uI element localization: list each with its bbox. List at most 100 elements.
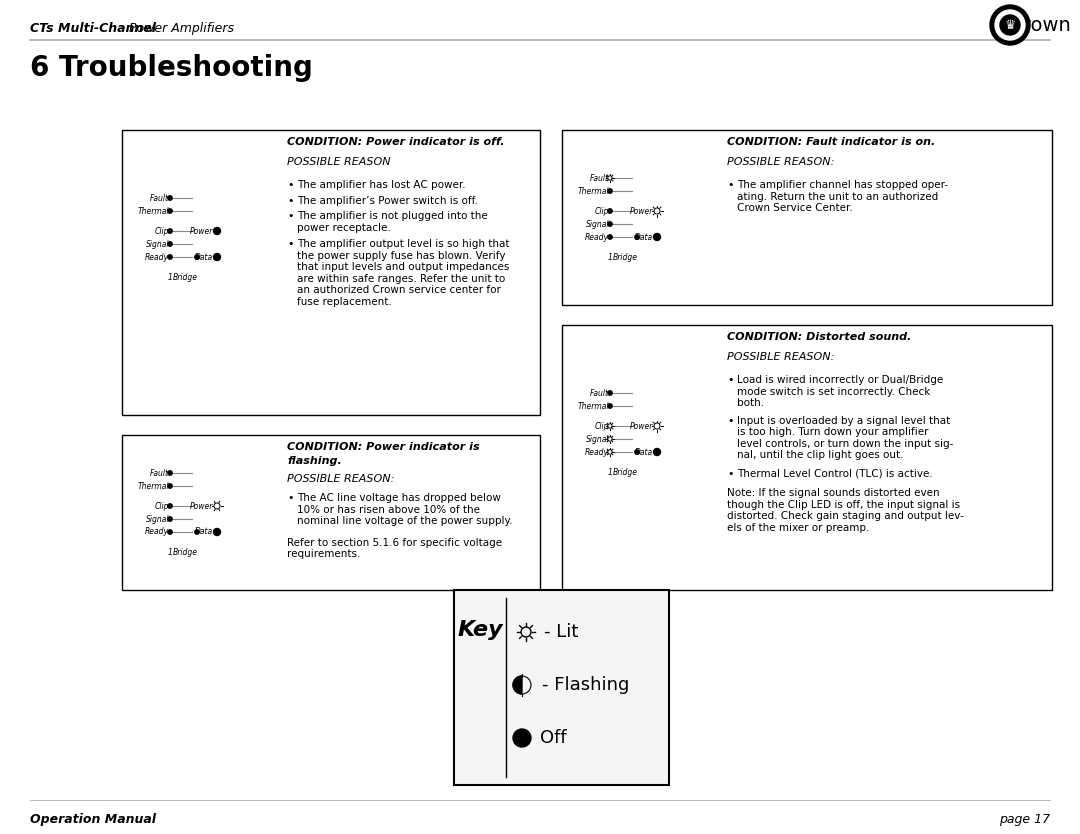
Circle shape xyxy=(214,254,220,260)
Circle shape xyxy=(635,235,639,239)
Circle shape xyxy=(608,208,612,214)
Text: 1: 1 xyxy=(167,273,173,282)
Text: Data: Data xyxy=(635,448,653,456)
Text: The amplifier’s Power switch is off.: The amplifier’s Power switch is off. xyxy=(297,195,478,205)
Text: The amplifier channel has stopped oper-
ating. Return the unit to an authorized
: The amplifier channel has stopped oper- … xyxy=(737,180,948,214)
Text: Signal: Signal xyxy=(146,239,168,249)
Text: Key: Key xyxy=(457,620,503,640)
Text: Thermal: Thermal xyxy=(137,207,168,215)
Text: Data: Data xyxy=(194,527,213,536)
Text: Thermal Level Control (TLC) is active.: Thermal Level Control (TLC) is active. xyxy=(737,469,933,479)
Text: POSSIBLE REASON:: POSSIBLE REASON: xyxy=(287,474,394,484)
Text: CTs Multi-Channel: CTs Multi-Channel xyxy=(30,22,156,34)
Circle shape xyxy=(214,228,220,234)
Text: Clip: Clip xyxy=(154,227,168,235)
Text: The amplifier has lost AC power.: The amplifier has lost AC power. xyxy=(297,180,465,190)
FancyBboxPatch shape xyxy=(454,590,669,785)
Text: Ready: Ready xyxy=(145,527,168,536)
Circle shape xyxy=(1000,15,1020,35)
Text: crown: crown xyxy=(1013,16,1071,34)
Circle shape xyxy=(167,484,172,488)
Text: The amplifier output level is so high that
the power supply fuse has blown. Veri: The amplifier output level is so high th… xyxy=(297,239,510,307)
Circle shape xyxy=(653,234,661,240)
Text: Power: Power xyxy=(630,421,653,430)
Text: POSSIBLE REASON: POSSIBLE REASON xyxy=(287,157,391,167)
Text: Bridge: Bridge xyxy=(612,468,637,477)
Circle shape xyxy=(653,449,661,455)
Text: Fault: Fault xyxy=(150,469,168,478)
Text: •: • xyxy=(287,180,294,190)
Circle shape xyxy=(608,235,612,239)
FancyBboxPatch shape xyxy=(562,130,1052,305)
Text: The amplifier is not plugged into the
power receptacle.: The amplifier is not plugged into the po… xyxy=(297,211,488,233)
Text: 1: 1 xyxy=(608,468,612,477)
Text: Signal: Signal xyxy=(146,515,168,524)
Text: Refer to section 5.1.6 for specific voltage
requirements.: Refer to section 5.1.6 for specific volt… xyxy=(287,537,502,559)
Text: CONDITION: Power indicator is off.: CONDITION: Power indicator is off. xyxy=(287,137,504,147)
Text: POSSIBLE REASON:: POSSIBLE REASON: xyxy=(727,352,835,362)
Text: Thermal: Thermal xyxy=(137,481,168,490)
Circle shape xyxy=(990,5,1030,45)
Text: Clip: Clip xyxy=(594,207,609,215)
Text: - Lit: - Lit xyxy=(544,623,579,641)
Text: POSSIBLE REASON:: POSSIBLE REASON: xyxy=(727,157,835,167)
Text: - Flashing: - Flashing xyxy=(542,676,630,694)
Text: Power: Power xyxy=(190,227,213,235)
Text: Thermal: Thermal xyxy=(578,401,609,410)
Text: Signal: Signal xyxy=(585,219,609,229)
Text: Power: Power xyxy=(190,501,213,510)
FancyBboxPatch shape xyxy=(122,130,540,415)
Text: CONDITION: Fault indicator is on.: CONDITION: Fault indicator is on. xyxy=(727,137,935,147)
Circle shape xyxy=(608,188,612,193)
Text: Ready: Ready xyxy=(145,253,168,262)
Circle shape xyxy=(608,222,612,226)
Text: •: • xyxy=(727,415,733,425)
Text: CONDITION: Distorted sound.: CONDITION: Distorted sound. xyxy=(727,332,912,342)
Text: flashing.: flashing. xyxy=(287,456,341,466)
Text: 1: 1 xyxy=(608,253,612,262)
Text: Ready: Ready xyxy=(585,233,609,242)
Text: •: • xyxy=(287,493,294,503)
Text: Data: Data xyxy=(635,233,653,242)
Text: •: • xyxy=(287,239,294,249)
Text: Note: If the signal sounds distorted even
though the Clip LED is off, the input : Note: If the signal sounds distorted eve… xyxy=(727,488,963,533)
Text: Fault: Fault xyxy=(590,389,609,398)
Circle shape xyxy=(167,229,172,234)
FancyBboxPatch shape xyxy=(562,325,1052,590)
Text: Thermal: Thermal xyxy=(578,187,609,195)
Wedge shape xyxy=(513,676,522,694)
Circle shape xyxy=(194,530,199,535)
Text: ♛: ♛ xyxy=(1004,18,1015,32)
Text: Load is wired incorrectly or Dual/Bridge
mode switch is set incorrectly. Check
b: Load is wired incorrectly or Dual/Bridge… xyxy=(737,375,943,408)
Text: Power Amplifiers: Power Amplifiers xyxy=(125,22,234,34)
Text: Bridge: Bridge xyxy=(173,548,198,557)
Text: Clip: Clip xyxy=(154,501,168,510)
Text: Signal: Signal xyxy=(585,435,609,444)
Text: 6 Troubleshooting: 6 Troubleshooting xyxy=(30,54,313,82)
Text: Fault: Fault xyxy=(150,193,168,203)
Circle shape xyxy=(167,208,172,214)
Circle shape xyxy=(167,530,172,535)
Text: CONDITION: Power indicator is: CONDITION: Power indicator is xyxy=(287,442,480,452)
Text: Operation Manual: Operation Manual xyxy=(30,813,156,826)
Circle shape xyxy=(167,471,172,475)
Circle shape xyxy=(608,404,612,408)
Text: Power: Power xyxy=(630,207,653,215)
Text: •: • xyxy=(727,469,733,479)
Circle shape xyxy=(167,242,172,246)
Circle shape xyxy=(635,450,639,455)
Circle shape xyxy=(995,10,1025,40)
Text: Input is overloaded by a signal level that
is too high. Turn down your amplifier: Input is overloaded by a signal level th… xyxy=(737,415,954,460)
FancyBboxPatch shape xyxy=(122,435,540,590)
Text: Bridge: Bridge xyxy=(173,273,198,282)
Circle shape xyxy=(194,255,199,259)
Text: Ready: Ready xyxy=(585,448,609,456)
Circle shape xyxy=(167,504,172,508)
Circle shape xyxy=(167,255,172,259)
Circle shape xyxy=(214,529,220,535)
Text: page 17: page 17 xyxy=(999,813,1050,826)
Text: Data: Data xyxy=(194,253,213,262)
Text: Clip: Clip xyxy=(594,421,609,430)
Text: •: • xyxy=(727,375,733,385)
Text: 1: 1 xyxy=(167,548,173,557)
